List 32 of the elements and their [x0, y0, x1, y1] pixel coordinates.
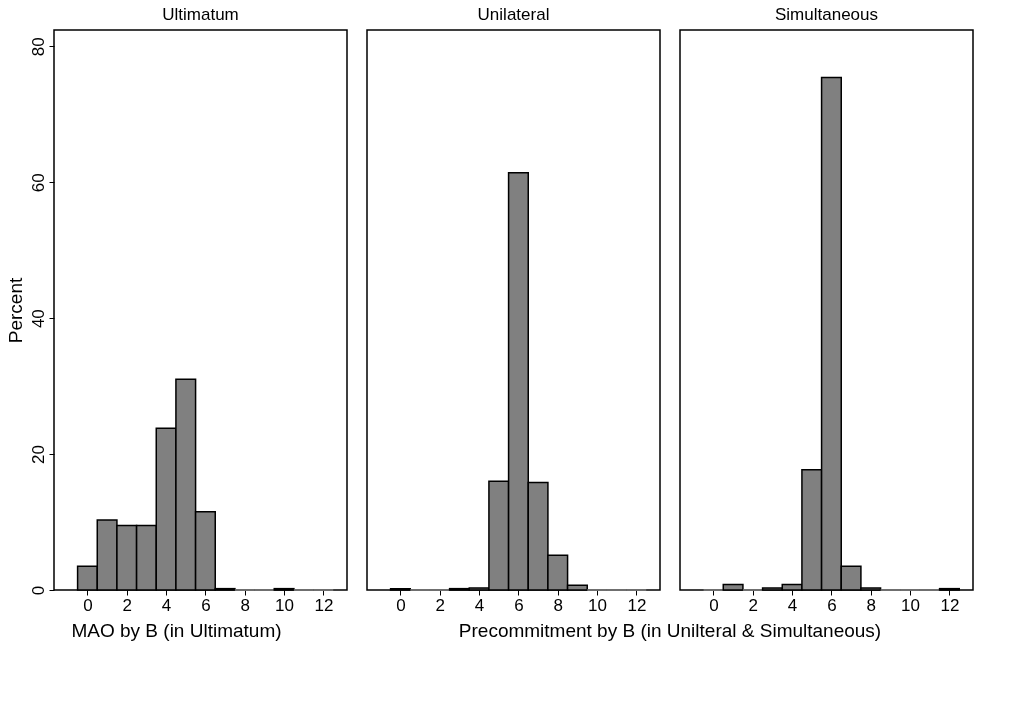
x-tick-label: 2	[748, 595, 758, 615]
x-tick-label: 0	[396, 595, 406, 615]
x-tick-label: 4	[161, 595, 172, 615]
x-tick-label: 10	[588, 595, 608, 615]
x-tick-label: 8	[866, 595, 876, 615]
chart-title: Unilateral	[477, 5, 550, 24]
x-tick-label: 0	[709, 595, 719, 615]
x-tick-label: 10	[275, 595, 295, 615]
x-tick-label: 0	[83, 595, 93, 615]
y-tick-label: 0	[28, 585, 48, 596]
x-axis-title: MAO by B (in Ultimatum)	[71, 619, 282, 641]
y-tick-label: 20	[28, 445, 48, 465]
x-tick-label: 6	[201, 595, 211, 615]
x-tick-label: 4	[787, 595, 798, 615]
x-tick-label: 4	[474, 595, 485, 615]
x-tick-label: 8	[553, 595, 563, 615]
x-tick-label: 2	[122, 595, 132, 615]
y-tick-label: 40	[28, 309, 48, 329]
x-tick-label: 12	[314, 595, 334, 615]
x-tick-label: 6	[514, 595, 524, 615]
y-tick-label: 60	[28, 173, 48, 193]
x-tick-label: 6	[827, 595, 837, 615]
y-axis-title: Percent	[4, 277, 26, 344]
x-tick-label: 8	[240, 595, 250, 615]
x-tick-label: 10	[901, 595, 921, 615]
chart-title: Ultimatum	[162, 5, 239, 24]
x-tick-label: 2	[435, 595, 445, 615]
x-tick-label: 12	[940, 595, 960, 615]
x-tick-label: 12	[627, 595, 647, 615]
x-axis-title: Precommitment by B (in Unilteral & Simultaneous)	[458, 619, 882, 641]
chart-title: Simultaneous	[774, 5, 879, 24]
y-tick-label: 80	[28, 37, 48, 57]
